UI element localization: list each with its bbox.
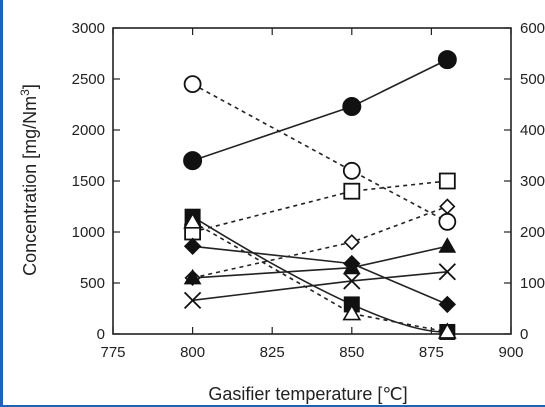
marker-open-triangle bbox=[342, 303, 362, 321]
marker-filled-circle bbox=[342, 97, 362, 117]
y-tick-label: 1000 bbox=[72, 224, 105, 241]
marker-open-diamond bbox=[343, 234, 360, 251]
y-tick-label: 3000 bbox=[72, 20, 105, 37]
marker-cross bbox=[343, 272, 361, 290]
x-tick-label: 775 bbox=[100, 344, 125, 361]
series-line-open-circle bbox=[192, 83, 448, 223]
x-axis-title-text: Gasifier temperature [℃] bbox=[208, 384, 407, 404]
series-markers bbox=[183, 50, 457, 340]
marker-open-circle bbox=[438, 212, 457, 231]
x-axis-ticks: 775 800 825 850 875 900 bbox=[100, 28, 524, 361]
x-tick-label: 875 bbox=[419, 344, 444, 361]
y-axis-title-superscript: 3 bbox=[18, 89, 32, 96]
marker-filled-circle bbox=[183, 151, 203, 171]
marker-filled-triangle bbox=[438, 237, 457, 253]
marker-cross bbox=[183, 291, 202, 309]
y2-tick-label: 100 bbox=[520, 275, 545, 292]
y2-tick-label: 400 bbox=[520, 122, 545, 139]
series-line-open-triangle bbox=[192, 221, 448, 333]
marker-filled-diamond bbox=[438, 295, 457, 314]
x-tick-label: 850 bbox=[339, 344, 364, 361]
marker-open-diamond bbox=[439, 198, 456, 215]
marker-open-square bbox=[343, 182, 361, 200]
marker-open-circle bbox=[342, 161, 361, 180]
x-axis-title: Gasifier temperature [℃] bbox=[208, 384, 407, 404]
y2-tick-label: 500 bbox=[520, 71, 545, 88]
y2-tick-label: 0 bbox=[520, 326, 528, 343]
y-tick-label: 1500 bbox=[72, 173, 105, 190]
marker-open-triangle bbox=[437, 322, 457, 339]
y2-axis-ticks: 0 100 200 300 400 500 600 bbox=[504, 20, 545, 343]
y2-tick-label: 200 bbox=[520, 224, 545, 241]
y-axis-ticks: 0 500 1000 1500 2000 2500 3000 bbox=[72, 20, 120, 343]
y-axis-title-close: ] bbox=[20, 84, 40, 89]
x-tick-label: 825 bbox=[260, 344, 285, 361]
marker-filled-diamond bbox=[343, 254, 361, 273]
marker-open-circle bbox=[183, 75, 202, 93]
series-line-open-square bbox=[192, 180, 448, 233]
series-line-filled-square bbox=[192, 216, 448, 333]
y-tick-label: 2500 bbox=[72, 71, 105, 88]
marker-cross bbox=[438, 263, 456, 281]
series-lines bbox=[192, 58, 448, 333]
series-line-filled-circle bbox=[192, 58, 448, 162]
y-tick-label: 500 bbox=[80, 275, 105, 292]
y-axis-title-text: Concentration [mg/Nm bbox=[20, 96, 40, 276]
line-chart: 775 800 825 850 875 900 050010001500200025003… bbox=[18, 20, 545, 404]
y-tick-label: 0 bbox=[97, 326, 105, 343]
marker-filled-triangle bbox=[183, 268, 202, 285]
marker-filled-diamond bbox=[183, 237, 202, 255]
y2-tick-label: 600 bbox=[520, 20, 545, 37]
y-tick-label: 2000 bbox=[72, 122, 105, 139]
marker-open-square bbox=[438, 172, 456, 190]
y2-tick-label: 300 bbox=[520, 173, 545, 190]
marker-open-triangle bbox=[183, 212, 202, 229]
marker-filled-circle bbox=[437, 50, 457, 70]
y-axis-title: Concentration [mg/Nm3] bbox=[18, 84, 40, 276]
series-line-open-diamond bbox=[192, 205, 448, 279]
x-tick-label: 800 bbox=[180, 344, 205, 361]
x-tick-label: 900 bbox=[498, 344, 523, 361]
